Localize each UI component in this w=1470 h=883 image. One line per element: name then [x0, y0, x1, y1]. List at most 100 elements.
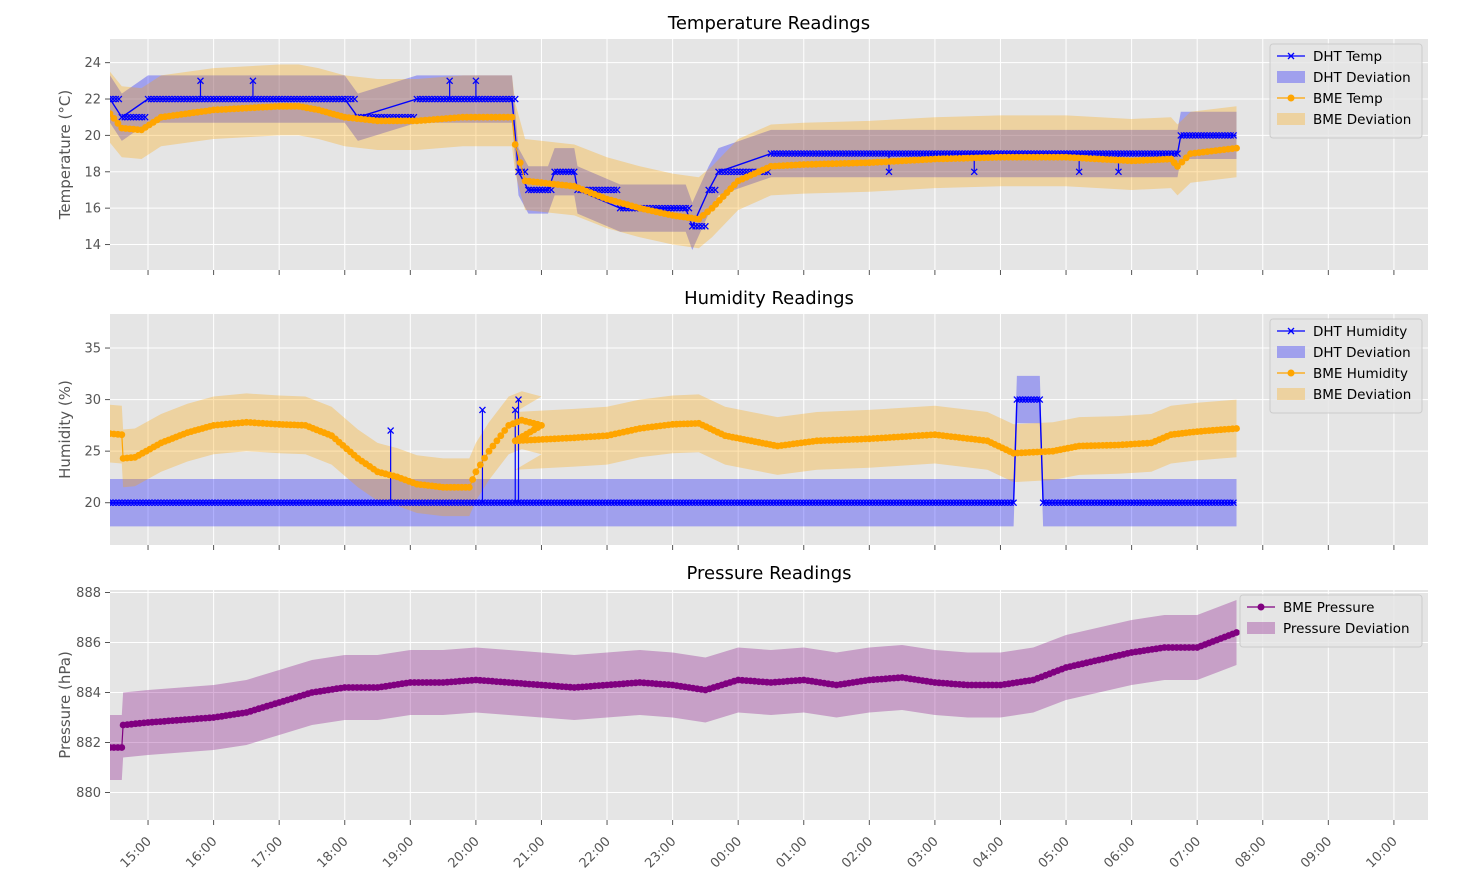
data-point [830, 499, 837, 507]
data-point [138, 113, 146, 121]
data-point [1147, 150, 1155, 158]
data-point [676, 499, 684, 507]
data-point [1133, 499, 1141, 507]
data-point [851, 150, 859, 158]
data-point [118, 113, 126, 121]
data-point [412, 499, 420, 507]
data-point [869, 499, 876, 507]
data-point [616, 499, 624, 507]
data-point [295, 499, 303, 507]
data-point [400, 499, 408, 507]
legend-marker [1257, 603, 1265, 611]
data-point [493, 437, 501, 445]
data-point [757, 499, 765, 507]
legend: DHT Temp DHT Deviation BME Temp BME Deviati… [1269, 43, 1423, 139]
data-point [1072, 499, 1080, 507]
data-point [283, 499, 291, 507]
data-point [776, 150, 784, 158]
data-point [433, 499, 441, 507]
data-point [187, 499, 195, 507]
data-point [547, 499, 555, 507]
data-point [1190, 499, 1198, 507]
data-point [272, 95, 280, 103]
data-point [1084, 499, 1092, 507]
data-point [184, 499, 192, 507]
data-point [1180, 131, 1188, 139]
data-point [1132, 150, 1140, 158]
data-point [931, 150, 939, 158]
data-point [451, 499, 459, 507]
data-point [226, 499, 234, 507]
data-point [124, 113, 132, 121]
data-point [213, 95, 221, 103]
data-point [1182, 154, 1190, 162]
data-point [968, 499, 976, 507]
data-point [490, 499, 498, 507]
data-point [1007, 499, 1015, 507]
data-point [1162, 150, 1170, 158]
data-point [748, 499, 756, 507]
data-point [1087, 499, 1095, 507]
data-point [661, 499, 669, 507]
data-point [866, 150, 874, 158]
data-point [293, 95, 301, 103]
data-point [929, 499, 936, 507]
data-point [1184, 499, 1192, 507]
data-point [872, 499, 879, 507]
data-point [913, 150, 921, 158]
data-point [814, 499, 822, 507]
data-point [1123, 150, 1131, 158]
data-point [135, 113, 143, 121]
data-point [180, 95, 188, 103]
data-point [770, 150, 778, 158]
data-point [220, 499, 228, 507]
data-point [190, 499, 198, 507]
data-point [478, 95, 486, 103]
data-point [110, 115, 118, 122]
x-tick-label: 19:00 [380, 834, 417, 871]
data-point [328, 499, 336, 507]
data-point [1141, 150, 1149, 158]
legend-label: DHT Deviation [1313, 70, 1411, 86]
data-point [1078, 499, 1086, 507]
data-point [1054, 499, 1062, 507]
data-point [1096, 150, 1104, 158]
data-point [773, 150, 781, 158]
data-point [875, 150, 883, 158]
data-point [1175, 499, 1183, 507]
data-point [941, 499, 948, 507]
data-point [1010, 499, 1018, 507]
data-point [920, 499, 927, 507]
y-tick-label: 14 [84, 238, 101, 253]
data-point [1142, 499, 1150, 507]
data-point [387, 427, 395, 434]
data-point [691, 499, 699, 507]
data-point [110, 499, 117, 507]
data-point [1194, 131, 1202, 139]
data-point [890, 150, 897, 158]
x-tick-label: 21:00 [511, 834, 548, 871]
data-point [833, 499, 840, 507]
data-point [248, 95, 256, 103]
data-point [711, 186, 719, 194]
data-point [274, 499, 282, 507]
data-point [132, 113, 140, 121]
data-point [775, 499, 783, 507]
data-point [287, 95, 295, 103]
data-point [254, 95, 262, 103]
data-point [307, 499, 315, 507]
humidity-y-axis-label: Humidity (%) [56, 380, 74, 479]
data-point [511, 141, 519, 148]
data-point [216, 95, 224, 103]
data-point [370, 499, 378, 507]
data-point [469, 499, 477, 507]
data-point [916, 150, 924, 158]
data-point [478, 406, 486, 414]
data-point [1048, 499, 1056, 507]
data-point [231, 95, 238, 103]
data-point [1199, 499, 1207, 507]
data-point [1196, 499, 1204, 507]
data-point [649, 499, 657, 507]
data-point [1127, 499, 1135, 507]
data-point [183, 95, 191, 103]
